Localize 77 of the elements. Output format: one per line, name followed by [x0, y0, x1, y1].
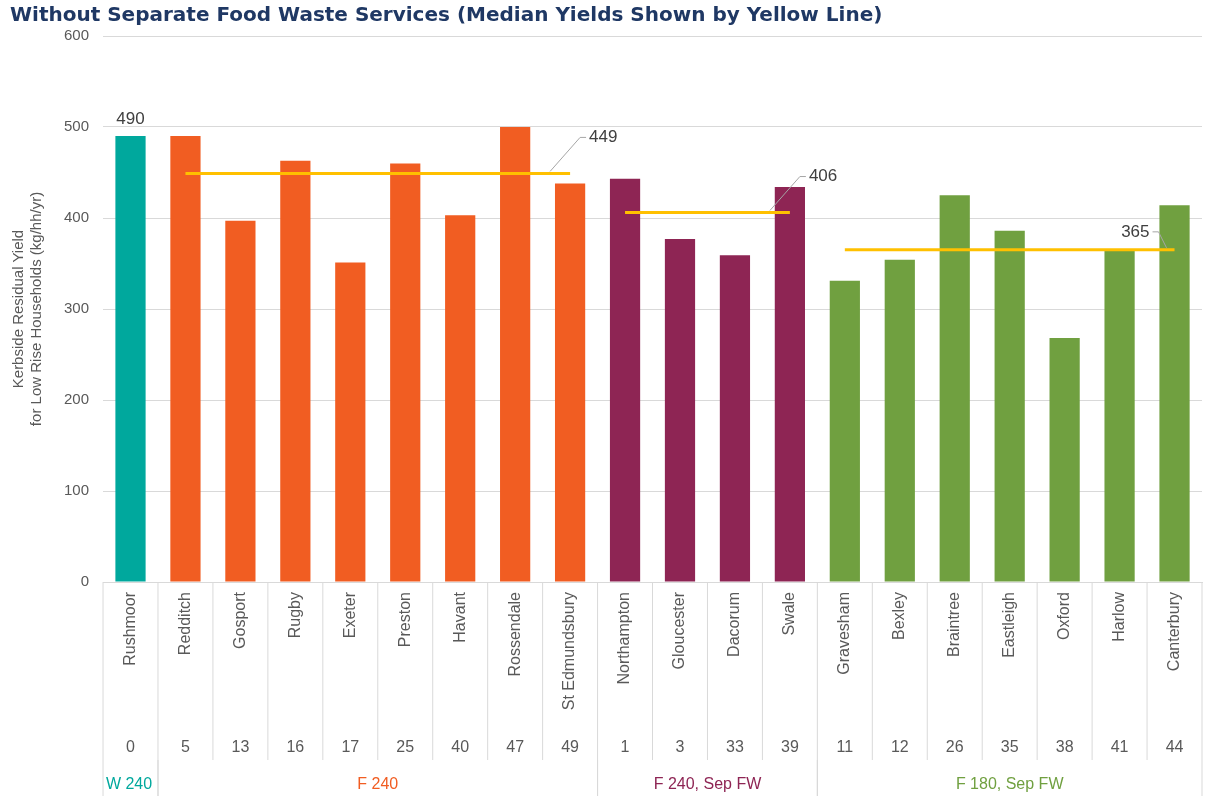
x-tick-label: Gloucester	[670, 591, 688, 670]
text: 47	[506, 738, 525, 756]
bar	[774, 187, 805, 582]
text: 26	[945, 738, 964, 756]
text: 35	[1000, 738, 1019, 756]
x-tick-label: Havant	[450, 591, 468, 643]
text: W 240	[105, 775, 153, 793]
x-tick-label: Swale	[780, 591, 798, 636]
text: 3	[675, 738, 685, 756]
text: 11	[836, 738, 854, 756]
bar	[609, 178, 641, 582]
y-tick-label: 400	[64, 208, 90, 226]
y-tick-label: 300	[64, 299, 90, 317]
text: 1	[620, 738, 630, 756]
x-tick-label: Oxford	[1055, 592, 1073, 641]
text: 40	[451, 738, 470, 756]
bar	[280, 160, 311, 582]
bar	[225, 220, 256, 582]
bar	[115, 136, 146, 582]
bar	[719, 255, 751, 582]
data-label: 490	[116, 109, 145, 129]
bar	[335, 262, 366, 582]
text: F 180, Sep FW	[955, 775, 1065, 793]
data-label: 365	[1121, 221, 1150, 241]
bar	[390, 163, 421, 582]
bar	[664, 238, 696, 582]
bar	[994, 230, 1025, 582]
y-tick-label: 600	[64, 26, 90, 44]
bar	[829, 280, 860, 582]
x-tick-label: Gravesham	[835, 592, 853, 675]
bar	[884, 259, 915, 582]
text: 49	[561, 738, 580, 756]
text: 16	[286, 738, 305, 756]
x-tick-label: Northampton	[615, 592, 633, 685]
text: 12	[890, 738, 909, 756]
bar	[554, 183, 586, 582]
text: 25	[396, 738, 415, 756]
text: 33	[726, 738, 744, 756]
x-tick-label: Gosport	[230, 591, 248, 649]
x-tick-label: Harlow	[1109, 591, 1127, 642]
text: 5	[181, 738, 190, 756]
bar	[1104, 249, 1135, 582]
x-tick-label: St Edmundsbury	[560, 592, 578, 711]
text: 41	[1110, 738, 1129, 756]
text: 13	[231, 738, 250, 756]
x-tick-label: Rugby	[285, 592, 303, 639]
x-tick-label: Braintree	[945, 591, 963, 657]
x-tick-label: Canterbury	[1164, 592, 1182, 672]
x-tick-label: Rossendale	[505, 591, 523, 677]
x-tick-label: Redditch	[175, 592, 193, 656]
y-tick-label: 100	[64, 481, 90, 499]
bar	[500, 127, 531, 582]
text: 38	[1055, 738, 1074, 756]
x-tick-label: Exeter	[340, 591, 358, 639]
y-axis-title: Kerbside Residual Yield for Low Rise Households (kg/hh/yr)	[9, 191, 45, 427]
bar	[1159, 205, 1190, 582]
x-tick-label: Eastleigh	[1000, 592, 1018, 658]
y-tick-label: 0	[80, 572, 90, 590]
chart-title: Without Separate Food Waste Services (Median Yields Shown by Yellow Line)	[10, 2, 883, 26]
text: 17	[341, 738, 360, 756]
text: 39	[780, 738, 799, 756]
text: 44	[1165, 738, 1184, 756]
data-label: 406	[808, 166, 838, 186]
bar	[939, 195, 970, 582]
x-tick-label: Dacorum	[725, 592, 743, 657]
x-tick-label: Bexley	[890, 592, 908, 641]
y-tick-label: 500	[64, 117, 90, 135]
y-tick-label: 200	[64, 390, 90, 408]
text: F 240, Sep FW	[653, 775, 763, 793]
bar	[170, 136, 201, 582]
x-tick-label: Rushmoor	[120, 591, 138, 666]
x-tick-label: Preston	[395, 592, 413, 648]
data-label: 449	[589, 127, 618, 147]
text: F 240	[357, 775, 399, 793]
bar	[1049, 338, 1080, 582]
bar	[445, 215, 476, 582]
text: 0	[126, 738, 136, 756]
